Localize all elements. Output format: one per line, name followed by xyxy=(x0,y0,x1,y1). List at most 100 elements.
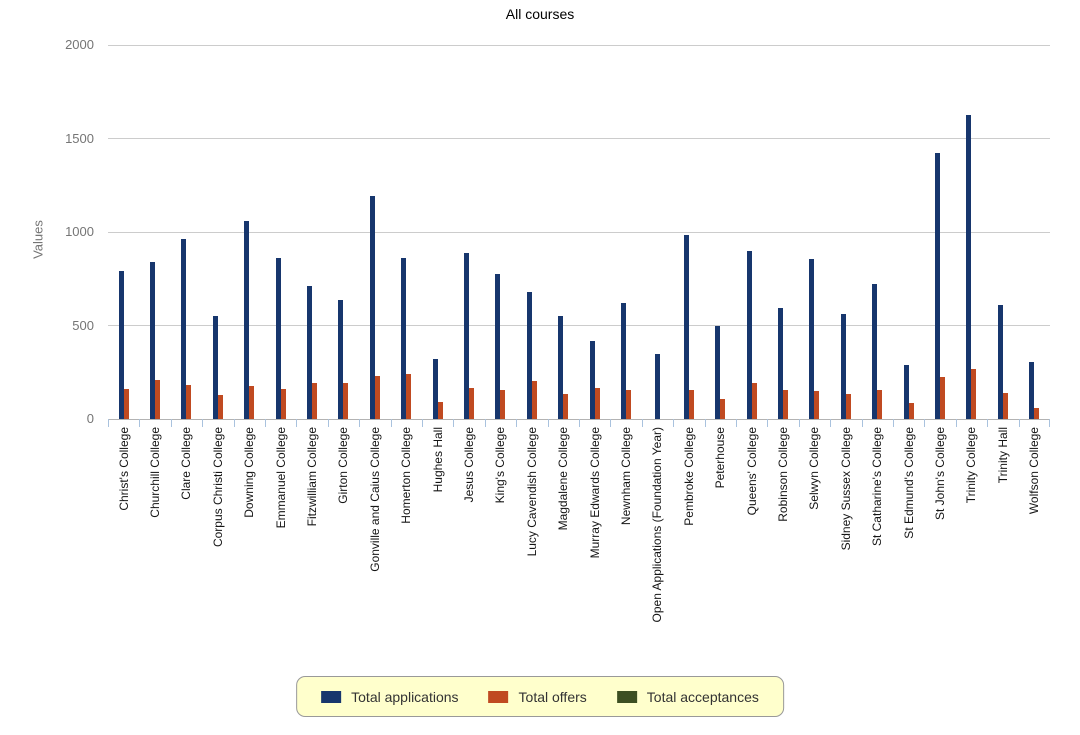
bar xyxy=(746,250,752,419)
bar xyxy=(469,388,475,419)
category-boundary-tick xyxy=(705,419,706,427)
bar xyxy=(966,115,972,419)
bar xyxy=(563,393,569,419)
bar xyxy=(401,258,407,419)
legend: Total applications Total offers Total acce… xyxy=(296,676,784,717)
legend-label: Total applications xyxy=(351,688,459,705)
x-axis-label-text: Selwyn College xyxy=(807,427,822,510)
bar-group xyxy=(579,45,610,419)
bar-group xyxy=(234,45,265,419)
category-boundary-tick xyxy=(987,419,988,427)
bar-group xyxy=(108,45,139,419)
bar xyxy=(406,374,412,419)
bar-group xyxy=(296,45,327,419)
category-boundary-tick xyxy=(799,419,800,427)
bar xyxy=(531,380,537,419)
category-boundary-tick xyxy=(642,419,643,427)
bar xyxy=(244,220,250,419)
bar-group xyxy=(767,45,798,419)
gridline-500 xyxy=(108,325,1050,326)
bar xyxy=(155,379,161,419)
gridline-1000 xyxy=(108,231,1050,233)
bar xyxy=(908,403,914,419)
gridline-1500 xyxy=(108,138,1050,139)
x-axis-label-text: Clare College xyxy=(179,427,194,500)
legend-item: Total offers xyxy=(488,689,587,705)
bar xyxy=(872,284,878,419)
bar xyxy=(307,286,313,419)
legend-item: Total acceptances xyxy=(616,689,759,705)
x-axis-label: Murray Edwards College xyxy=(579,427,610,662)
chart-title: All courses xyxy=(505,6,575,22)
bar-group xyxy=(202,45,233,419)
legend-swatch xyxy=(321,690,342,703)
x-axis-label: King's College xyxy=(485,427,516,662)
x-axis-label: Hughes Hall xyxy=(422,427,453,662)
x-axis-label-text: Corpus Christi College xyxy=(210,427,225,548)
bar-group xyxy=(485,45,516,419)
x-axis-label-text: Lucy Cavendish College xyxy=(524,427,539,557)
bar xyxy=(500,390,506,419)
bar xyxy=(621,303,627,419)
bar xyxy=(369,195,375,419)
x-axis-label: Emmanuel College xyxy=(265,427,296,662)
x-axis-label-text: Gonville and Caius College xyxy=(367,427,382,572)
bar xyxy=(1002,392,1008,419)
bar-group xyxy=(673,45,704,419)
bar xyxy=(495,274,501,419)
x-axis-label: Peterhouse xyxy=(705,427,736,662)
bar xyxy=(343,382,349,419)
x-axis-label: Downing College xyxy=(234,427,265,662)
x-axis-label: Queens' College xyxy=(736,427,767,662)
bar xyxy=(217,394,223,419)
bar-group xyxy=(799,45,830,419)
x-axis-label: Pembroke College xyxy=(673,427,704,662)
x-axis-label-text: St Edmund's College xyxy=(901,427,916,539)
x-axis-label: Newnham College xyxy=(610,427,641,662)
x-axis-label: Jesus College xyxy=(453,427,484,662)
bar xyxy=(688,390,694,419)
x-axis-label-text: Murray Edwards College xyxy=(587,427,602,559)
x-axis-label-text: Peterhouse xyxy=(713,427,728,489)
category-boundary-tick xyxy=(862,419,863,427)
x-axis-label-text: St Catharine's College xyxy=(870,427,885,547)
x-axis-label: Wolfson College xyxy=(1019,427,1050,662)
category-boundary-tick xyxy=(956,419,957,427)
bar xyxy=(877,390,883,419)
category-boundary-tick xyxy=(548,419,549,427)
bar-group xyxy=(736,45,767,419)
bar xyxy=(903,364,909,419)
x-axis-label-text: St John's College xyxy=(933,427,948,521)
category-boundary-tick xyxy=(328,419,329,427)
bar-group xyxy=(610,45,641,419)
bar xyxy=(150,261,156,419)
category-boundary-tick xyxy=(108,419,109,427)
bar xyxy=(845,393,851,419)
bar xyxy=(720,399,726,419)
category-boundary-tick xyxy=(673,419,674,427)
x-axis-label-text: Robinson College xyxy=(776,427,791,522)
x-axis-label-text: Downing College xyxy=(242,427,257,518)
x-axis-label-text: Pembroke College xyxy=(681,427,696,526)
x-axis-label: Clare College xyxy=(171,427,202,662)
bar-group xyxy=(265,45,296,419)
x-axis-label: Robinson College xyxy=(767,427,798,662)
bar xyxy=(997,304,1003,419)
bar xyxy=(683,234,689,419)
bar xyxy=(626,390,632,419)
y-tick-label-500: 500 xyxy=(72,317,94,333)
plot-area xyxy=(108,44,1050,427)
bar xyxy=(212,316,218,419)
category-boundary-tick xyxy=(516,419,517,427)
x-axis-label: Girton College xyxy=(328,427,359,662)
bar xyxy=(338,300,344,419)
bar xyxy=(374,376,380,419)
category-boundary-tick xyxy=(893,419,894,427)
category-boundary-tick xyxy=(830,419,831,427)
bar xyxy=(464,252,470,419)
x-axis-label: Corpus Christi College xyxy=(202,427,233,662)
category-boundary-tick xyxy=(453,419,454,427)
bar-group xyxy=(987,45,1018,419)
x-axis-label: Gonville and Caius College xyxy=(359,427,390,662)
